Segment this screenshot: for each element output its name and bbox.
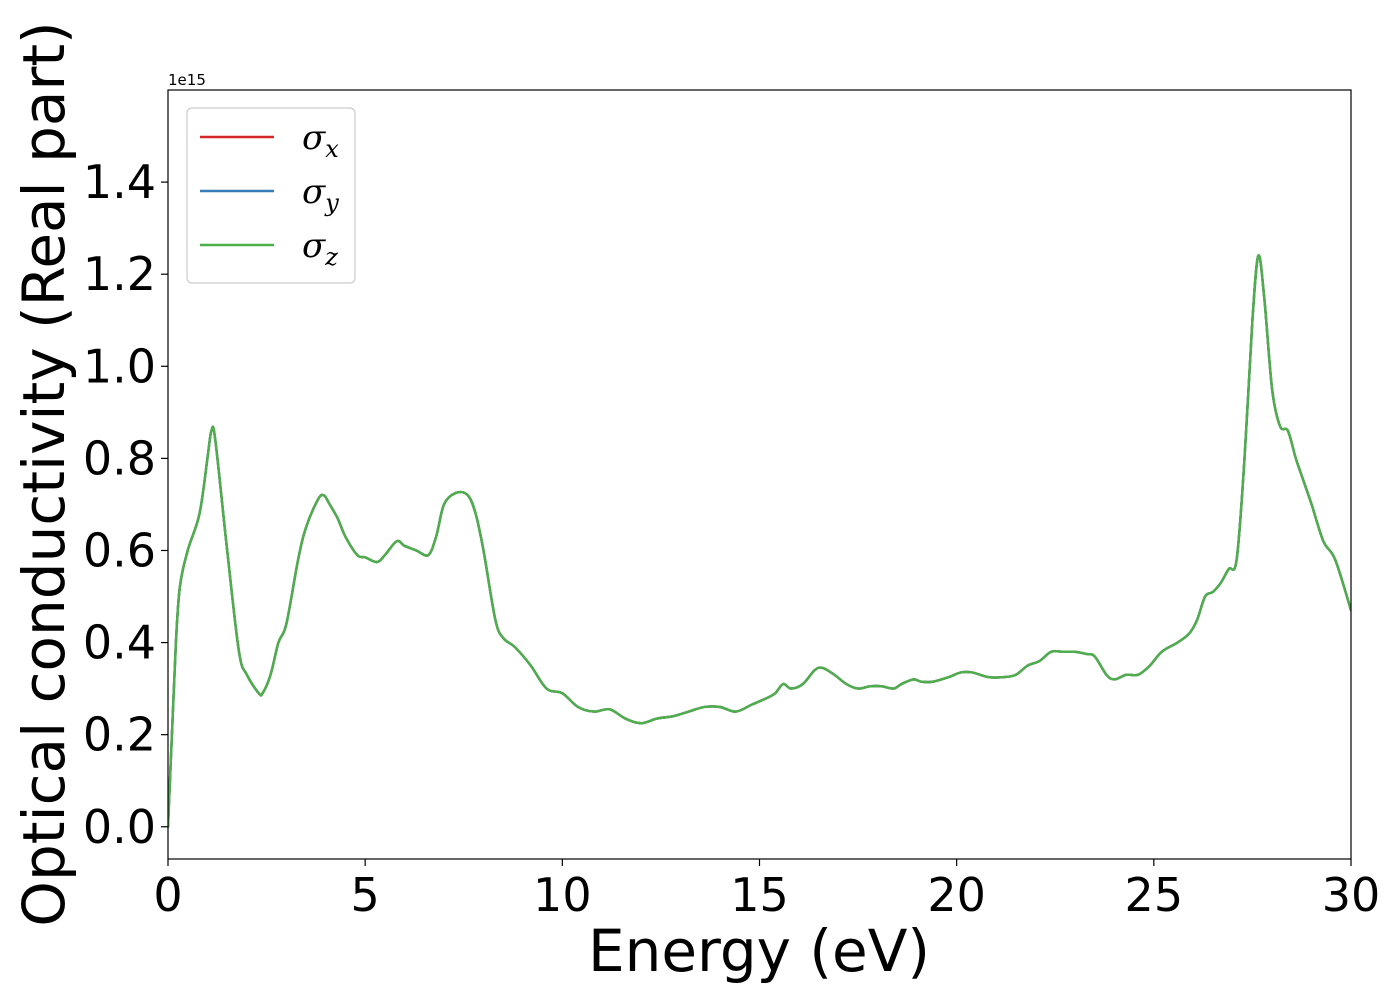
x-tick-label: 30 bbox=[1322, 868, 1381, 922]
y-tick-label: 1.4 bbox=[83, 155, 156, 209]
y-tick-label: 0.2 bbox=[83, 708, 156, 762]
legend-label-subscript: z bbox=[324, 243, 338, 271]
series-layer bbox=[168, 254, 1351, 828]
y-tick-label: 0.6 bbox=[83, 523, 156, 577]
legend-label-y: σy bbox=[302, 172, 339, 217]
x-axis: 0 5 10 15 20 25 30 bbox=[153, 859, 1380, 922]
x-tick-label: 20 bbox=[927, 868, 986, 922]
y-tick-label: 0.8 bbox=[83, 431, 156, 485]
legend-label-base: σ bbox=[302, 172, 326, 212]
x-tick-label: 0 bbox=[153, 868, 182, 922]
y-tick-label: 1.0 bbox=[83, 339, 156, 393]
x-tick-label: 25 bbox=[1125, 868, 1184, 922]
series-line-z bbox=[168, 254, 1351, 828]
y-axis-label: Optical conductivity (Real part) bbox=[10, 21, 78, 926]
legend-label-x: σx bbox=[302, 118, 339, 163]
x-axis-label: Energy (eV) bbox=[588, 917, 930, 985]
legend-label-z: σz bbox=[302, 226, 338, 271]
x-tick-label: 15 bbox=[730, 868, 789, 922]
legend-label-base: σ bbox=[302, 118, 326, 158]
y-tick-label: 0.0 bbox=[83, 800, 156, 854]
series-line-y bbox=[168, 254, 1351, 828]
y-tick-label: 0.4 bbox=[83, 616, 156, 670]
x-tick-label: 5 bbox=[351, 868, 380, 922]
legend-frame bbox=[186, 107, 356, 284]
legend-label-subscript: y bbox=[324, 189, 339, 217]
legend-label-subscript: x bbox=[325, 135, 339, 163]
y-offset-label: 1e15 bbox=[168, 71, 206, 89]
x-tick-label: 10 bbox=[533, 868, 592, 922]
legend-label-base: σ bbox=[302, 226, 326, 266]
y-axis: 0.0 0.2 0.4 0.6 0.8 1.0 1.2 1.4 bbox=[83, 155, 168, 854]
y-tick-label: 1.2 bbox=[83, 247, 156, 301]
series-line-x bbox=[168, 254, 1351, 828]
